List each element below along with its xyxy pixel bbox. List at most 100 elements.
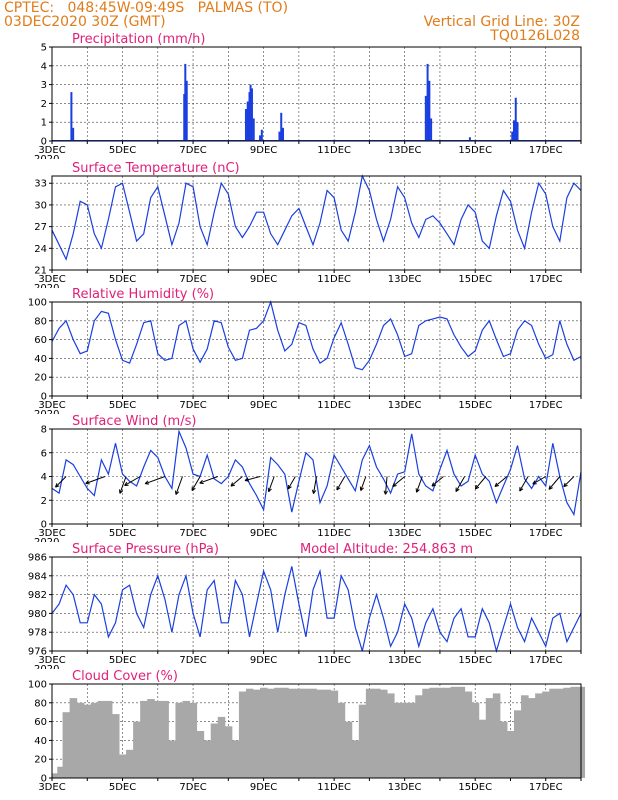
wind-vector-head xyxy=(267,487,272,493)
wind-vector-head xyxy=(392,482,397,488)
x-tick-label: 7DEC xyxy=(179,145,206,156)
wind-vector-shaft xyxy=(455,476,466,492)
x-tick-label: 17DEC xyxy=(529,655,563,666)
x-tick-label: 17DEC xyxy=(529,400,563,411)
cloud-bar xyxy=(521,695,529,778)
panel-title: Precipitation (mm/h) xyxy=(72,32,205,47)
wind-vector-head xyxy=(455,487,460,492)
cloud-bar xyxy=(387,693,395,778)
cloud-bar xyxy=(422,688,430,778)
wind-vector-shaft xyxy=(563,476,575,488)
panel-title: Cloud Cover (%) xyxy=(72,669,178,684)
cloud-bar xyxy=(379,689,388,778)
y-tick-label: 8 xyxy=(41,425,47,436)
cloud-bar xyxy=(549,688,557,778)
wind-vector xyxy=(144,476,166,485)
wind-vector-head xyxy=(519,487,524,492)
series-line xyxy=(51,174,582,261)
wind-vector-head xyxy=(548,485,553,490)
panel-3: 0 20 40 60 80 100 3DEC 5DEC 7DEC 9DEC 11DEC 13DEC 15… xyxy=(28,287,582,414)
x-tick-label: 9DEC xyxy=(250,400,277,411)
wind-vector-head xyxy=(563,482,568,488)
x-tick-label: 3DEC xyxy=(38,655,65,666)
cloud-bar xyxy=(358,704,367,778)
cloud-bar xyxy=(69,698,78,778)
cloud-bar xyxy=(238,691,247,778)
wind-vector-head xyxy=(124,481,129,486)
y-tick-label: 80 xyxy=(34,316,47,327)
wind-vector xyxy=(175,476,183,495)
cloud-bar xyxy=(168,740,176,778)
y-tick-label: 80 xyxy=(34,698,47,709)
y-tick-label: 976 xyxy=(28,647,47,658)
wind-vector-head xyxy=(383,490,388,495)
precip-bar xyxy=(246,101,249,141)
cloud-bar xyxy=(478,719,487,778)
precip-bar xyxy=(280,112,283,141)
y-tick-label: 0 xyxy=(41,137,47,148)
wind-vector xyxy=(267,476,275,493)
wind-vector-shaft xyxy=(519,476,529,492)
precip-bar xyxy=(249,84,252,141)
cloud-bar xyxy=(253,689,261,778)
wind-vector xyxy=(548,476,561,490)
cloud-bar xyxy=(556,688,564,778)
panel-2: 21 24 27 30 33 3DEC 5DEC 7DEC 9DEC 11DEC 13DEC 15DE… xyxy=(34,161,582,288)
precip-bar xyxy=(70,92,73,141)
cloud-bar xyxy=(506,731,515,778)
wind-vector xyxy=(336,476,346,491)
cloud-bar xyxy=(62,712,71,778)
cloud-bar xyxy=(231,740,240,778)
x-tick-label: 7DEC xyxy=(179,400,206,411)
x-tick-label: 5DEC xyxy=(109,782,136,793)
x-tick-label: 13DEC xyxy=(388,528,422,539)
y-tick-label: 6 xyxy=(41,448,47,459)
panel-title: Relative Humidity (%) xyxy=(72,287,214,302)
wind-vector-shaft xyxy=(191,476,201,491)
x-tick-label: 17DEC xyxy=(529,528,563,539)
wind-vector-shaft xyxy=(548,476,561,490)
precip-bar xyxy=(424,95,427,141)
cloud-bar xyxy=(408,702,416,778)
cloud-bar xyxy=(415,695,423,778)
wind-vector-head xyxy=(287,484,292,490)
precip-bar xyxy=(511,131,514,141)
x-tick-label: 15DEC xyxy=(458,274,492,285)
x-tick-label: 7DEC xyxy=(179,274,206,285)
cloud-bar xyxy=(330,690,339,778)
x-tick-label: 3DEC xyxy=(38,274,65,285)
wind-vector xyxy=(230,476,243,487)
cloud-bar xyxy=(394,702,402,778)
precip-bar xyxy=(250,88,253,141)
cloud-bar xyxy=(295,688,303,778)
cloud-bar xyxy=(337,702,346,778)
cloud-bar xyxy=(443,687,452,778)
y-tick-label: 0 xyxy=(41,774,47,785)
cloud-bar xyxy=(104,700,113,778)
y-tick-label: 40 xyxy=(34,354,47,365)
wind-vector-head xyxy=(85,480,90,485)
header-model-id: TQ0126L028 xyxy=(490,28,580,44)
x-tick-label: 9DEC xyxy=(250,782,277,793)
cloud-bar xyxy=(203,740,212,778)
cloud-bar xyxy=(57,766,65,778)
year-label-clipped: 2020 xyxy=(34,537,59,548)
wind-vector xyxy=(191,476,201,491)
wind-vector-head xyxy=(175,490,180,495)
wind-vector-head xyxy=(55,483,60,488)
x-tick-label: 13DEC xyxy=(388,655,422,666)
y-tick-label: 100 xyxy=(28,680,47,691)
cloud-bar xyxy=(119,754,127,778)
wind-vector xyxy=(119,476,127,494)
x-tick-label: 7DEC xyxy=(179,528,206,539)
wind-vector xyxy=(563,476,575,488)
panel-4: 0 2 4 6 8 3DEC 5DEC 7DEC 9DEC 11DEC 13DEC 15DEC 17DE… xyxy=(34,414,582,548)
wind-vector-shaft xyxy=(85,476,106,484)
cloud-bar xyxy=(140,700,148,778)
precip-bar xyxy=(281,127,284,141)
wind-vector-shaft xyxy=(312,476,317,494)
cloud-bar xyxy=(528,698,536,778)
x-tick-label: 11DEC xyxy=(317,274,351,285)
cloud-bar xyxy=(450,686,459,778)
y-tick-label: 2 xyxy=(41,99,47,110)
